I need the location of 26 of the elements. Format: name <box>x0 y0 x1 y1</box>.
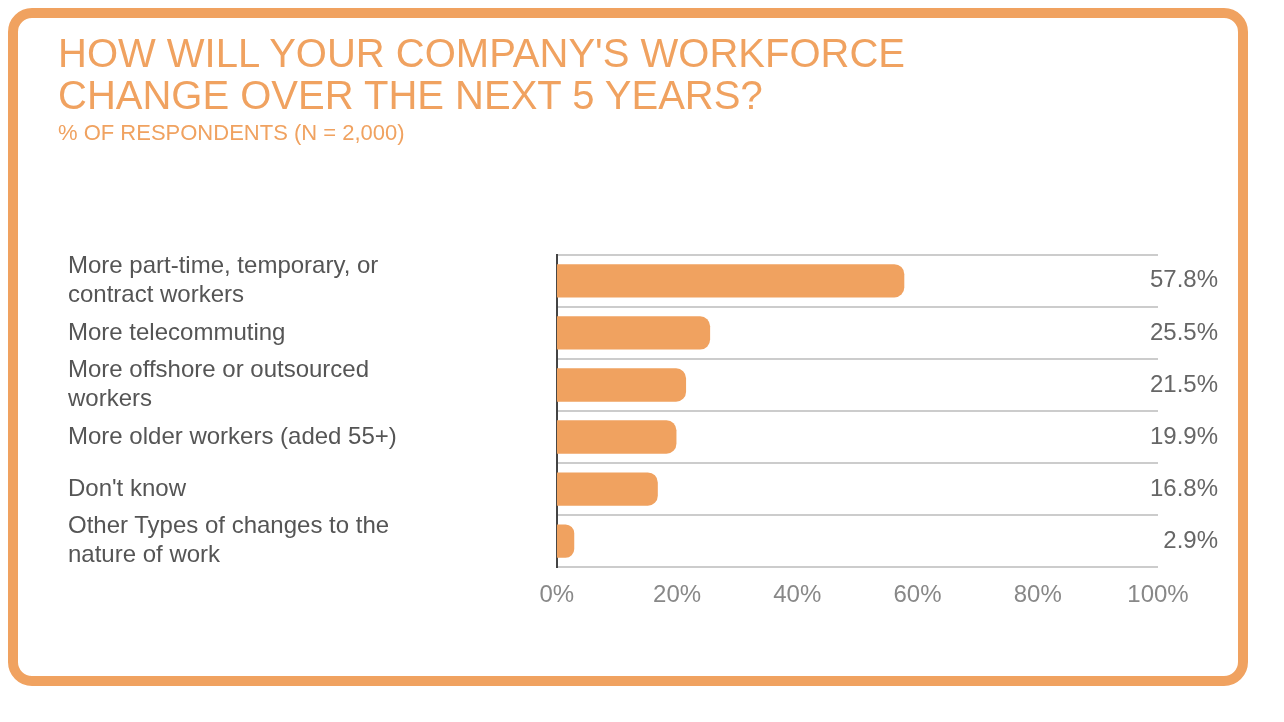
x-tick-label: 100% <box>1127 580 1189 608</box>
chart-title: HOW WILL YOUR COMPANY'S WORKFORCE CHANGE OVER THE NEXT 5 YEARS? <box>58 31 906 117</box>
data-label: 57.8% <box>1149 265 1218 293</box>
y-tick-label: More offshore or outsourced workers <box>67 355 370 411</box>
x-tick-label: 20% <box>653 580 702 608</box>
bar <box>556 472 658 506</box>
bar <box>556 420 677 454</box>
data-label: 25.5% <box>1149 317 1218 345</box>
x-tick-label: 60% <box>893 580 942 608</box>
x-tick-label: 80% <box>1013 580 1062 608</box>
bar <box>556 368 687 402</box>
data-label: 19.9% <box>1149 421 1218 449</box>
data-label: 21.5% <box>1149 369 1218 397</box>
x-tick-label: 0% <box>539 580 575 608</box>
text: % OF RESPONDENTS (N = 2,000) <box>58 120 406 146</box>
y-tick-label: Other Types of changes to the nature of work <box>68 511 390 568</box>
y-tick-label: Don't know <box>68 473 187 501</box>
data-label: 2.9% <box>1163 525 1218 553</box>
y-tick-label: More telecommuting <box>68 317 286 345</box>
y-tick-label: More part-time, temporary, or contract workers <box>68 251 379 307</box>
bar <box>556 264 905 298</box>
y-tick-label: More older workers (aded 55+) <box>68 421 397 449</box>
x-tick-label: 40% <box>773 580 822 608</box>
bar <box>556 524 575 558</box>
data-label: 16.8% <box>1149 473 1218 501</box>
bar <box>556 316 711 350</box>
